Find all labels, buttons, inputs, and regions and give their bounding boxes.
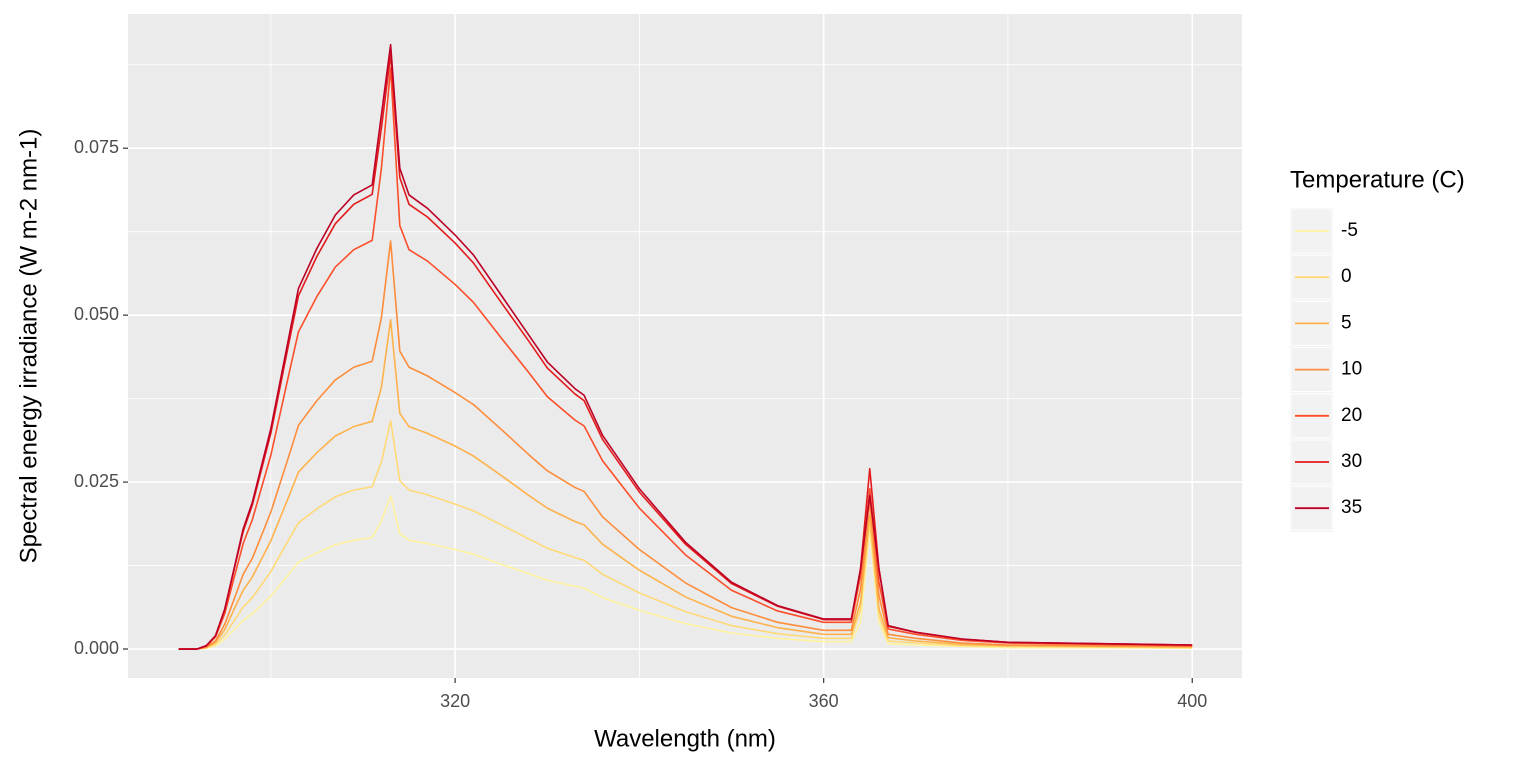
- x-tick-label: 360: [809, 691, 839, 711]
- x-tick-label: 400: [1177, 691, 1207, 711]
- legend-label: 0: [1341, 266, 1352, 287]
- y-tick-label: 0.025: [74, 471, 119, 491]
- series-line: [178, 240, 1193, 650]
- legend-label: 20: [1341, 405, 1362, 426]
- series-line: [178, 43, 1193, 650]
- y-tick-label: 0.075: [74, 137, 119, 157]
- series-line: [178, 67, 1193, 650]
- series-line: [178, 53, 1193, 650]
- legend-label: 10: [1341, 359, 1362, 380]
- y-tick-label: 0.000: [74, 638, 119, 658]
- x-tick-label: 320: [440, 691, 470, 711]
- legend-label: 30: [1341, 451, 1362, 472]
- series-line: [178, 319, 1193, 650]
- y-tick-label: 0.050: [74, 304, 119, 324]
- panel: [128, 14, 1242, 678]
- legend-label: 35: [1341, 497, 1362, 518]
- legend-label: -5: [1341, 220, 1358, 241]
- legend-label: 5: [1341, 312, 1352, 333]
- legend-title: Temperature (C): [1290, 166, 1465, 193]
- x-axis-title: Wavelength (nm): [594, 725, 776, 752]
- y-axis-title: Spectral energy irradiance (W m-2 nm-1): [15, 129, 42, 564]
